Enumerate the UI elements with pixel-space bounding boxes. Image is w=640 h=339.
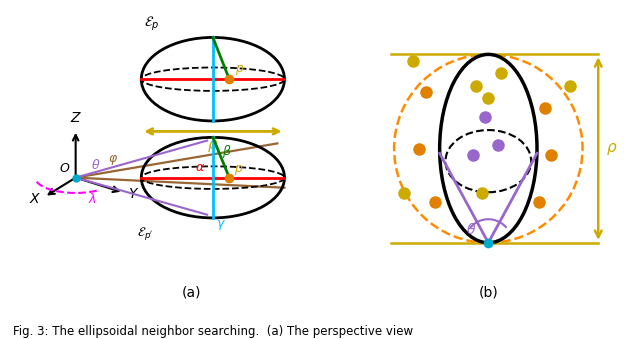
Text: $\rho$: $\rho$ — [207, 138, 219, 154]
Text: (a): (a) — [182, 286, 202, 300]
Text: $\alpha$: $\alpha$ — [195, 161, 205, 174]
Text: $\mathcal{E}_p$: $\mathcal{E}_p$ — [144, 15, 160, 33]
Text: $\beta$: $\beta$ — [222, 143, 232, 160]
Text: $\varphi$: $\varphi$ — [108, 153, 118, 167]
Text: $Y$: $Y$ — [128, 187, 140, 201]
Text: $\theta$: $\theta$ — [466, 222, 476, 237]
Text: $\gamma$: $\gamma$ — [216, 218, 227, 232]
Text: $\lambda$: $\lambda$ — [88, 192, 97, 206]
Text: $\mathcal{E}_{p'}$: $\mathcal{E}_{p'}$ — [138, 225, 154, 242]
Text: $\rho$: $\rho$ — [606, 141, 618, 157]
Text: $\theta$: $\theta$ — [91, 158, 100, 172]
Text: $X$: $X$ — [29, 192, 42, 206]
Text: (b): (b) — [479, 285, 498, 299]
Text: $Z$: $Z$ — [70, 112, 82, 125]
Text: Fig. 3: The ellipsoidal neighbor searching.  (a) The perspective view: Fig. 3: The ellipsoidal neighbor searchi… — [13, 325, 413, 338]
Text: $O$: $O$ — [59, 162, 70, 175]
Text: $p$: $p$ — [234, 163, 243, 177]
Text: $p$: $p$ — [235, 63, 244, 77]
